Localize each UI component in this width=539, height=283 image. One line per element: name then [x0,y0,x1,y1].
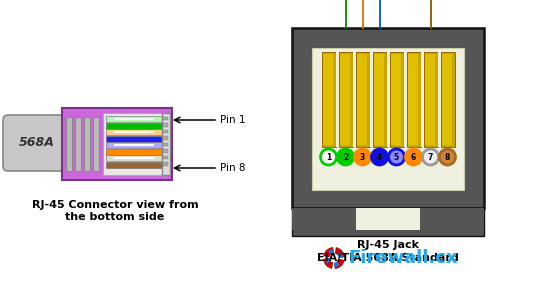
FancyBboxPatch shape [3,115,71,171]
Bar [335,52,338,147]
Text: 6: 6 [411,153,416,162]
Bar [370,52,372,147]
Circle shape [423,149,439,165]
Wedge shape [334,247,345,258]
Text: the bottom side: the bottom side [65,212,164,222]
Bar [106,129,162,135]
Bar [441,54,452,145]
Bar [321,52,335,147]
Bar [106,142,162,148]
Bar [106,162,162,168]
Text: 8: 8 [445,153,450,162]
Wedge shape [334,252,343,258]
Bar [106,155,162,161]
Bar [163,143,168,146]
Bar [84,117,90,171]
Bar [374,54,384,145]
Bar [407,54,418,145]
Wedge shape [334,258,340,267]
Circle shape [405,149,421,165]
Bar [114,157,154,159]
Text: RJ-45 Jack: RJ-45 Jack [357,240,419,250]
Bar [106,116,162,122]
Bar [372,52,386,147]
Text: 2: 2 [343,153,348,162]
Bar [390,54,400,145]
Bar [163,155,168,159]
Bar [338,52,353,147]
Bar [292,208,484,236]
Bar [162,113,170,175]
Bar [163,136,168,140]
Bar [404,52,406,147]
Bar [163,123,168,127]
Bar [386,52,390,147]
Bar [424,52,438,147]
Text: Pin 1: Pin 1 [220,115,245,125]
Bar [356,208,420,230]
Bar [93,117,99,171]
Text: Pin 8: Pin 8 [220,163,245,173]
Bar [106,149,162,155]
Bar [420,52,424,147]
Text: RJ-45 Connector view from: RJ-45 Connector view from [32,200,198,210]
Bar [106,123,162,128]
Text: 3: 3 [360,153,365,162]
Text: 7: 7 [428,153,433,162]
Bar [75,117,81,171]
Circle shape [355,149,370,165]
Bar [420,208,484,230]
Text: 5: 5 [394,153,399,162]
Bar [322,54,333,145]
Text: Firewall.cx: Firewall.cx [348,249,458,267]
Bar [163,162,168,166]
Wedge shape [334,258,345,269]
Bar [406,52,420,147]
Bar [114,131,154,133]
Text: 4: 4 [377,153,382,162]
Bar [292,208,356,230]
Bar [438,52,440,147]
Bar [163,130,168,133]
Bar [66,117,72,171]
Bar [340,54,349,145]
Wedge shape [323,247,334,258]
Wedge shape [328,249,334,258]
Circle shape [321,149,336,165]
Bar [114,144,154,146]
Circle shape [371,149,388,165]
Bar [163,149,168,153]
Bar [106,136,162,142]
Circle shape [439,149,455,165]
Bar [312,48,464,190]
Circle shape [337,149,354,165]
Bar [62,108,172,180]
Bar [114,118,154,120]
Bar [356,54,367,145]
Text: EIA/TIA 568A Standard: EIA/TIA 568A Standard [317,253,459,263]
Circle shape [329,254,338,263]
Bar [103,113,165,175]
Bar [440,52,454,147]
Circle shape [389,149,404,165]
Bar [163,117,168,120]
Bar [292,28,484,208]
Bar [425,54,434,145]
Wedge shape [325,258,334,264]
Bar [390,52,404,147]
Text: 1: 1 [326,153,331,162]
Bar [356,52,370,147]
Text: 568A: 568A [19,136,55,149]
Bar [353,52,356,147]
Wedge shape [323,258,334,269]
